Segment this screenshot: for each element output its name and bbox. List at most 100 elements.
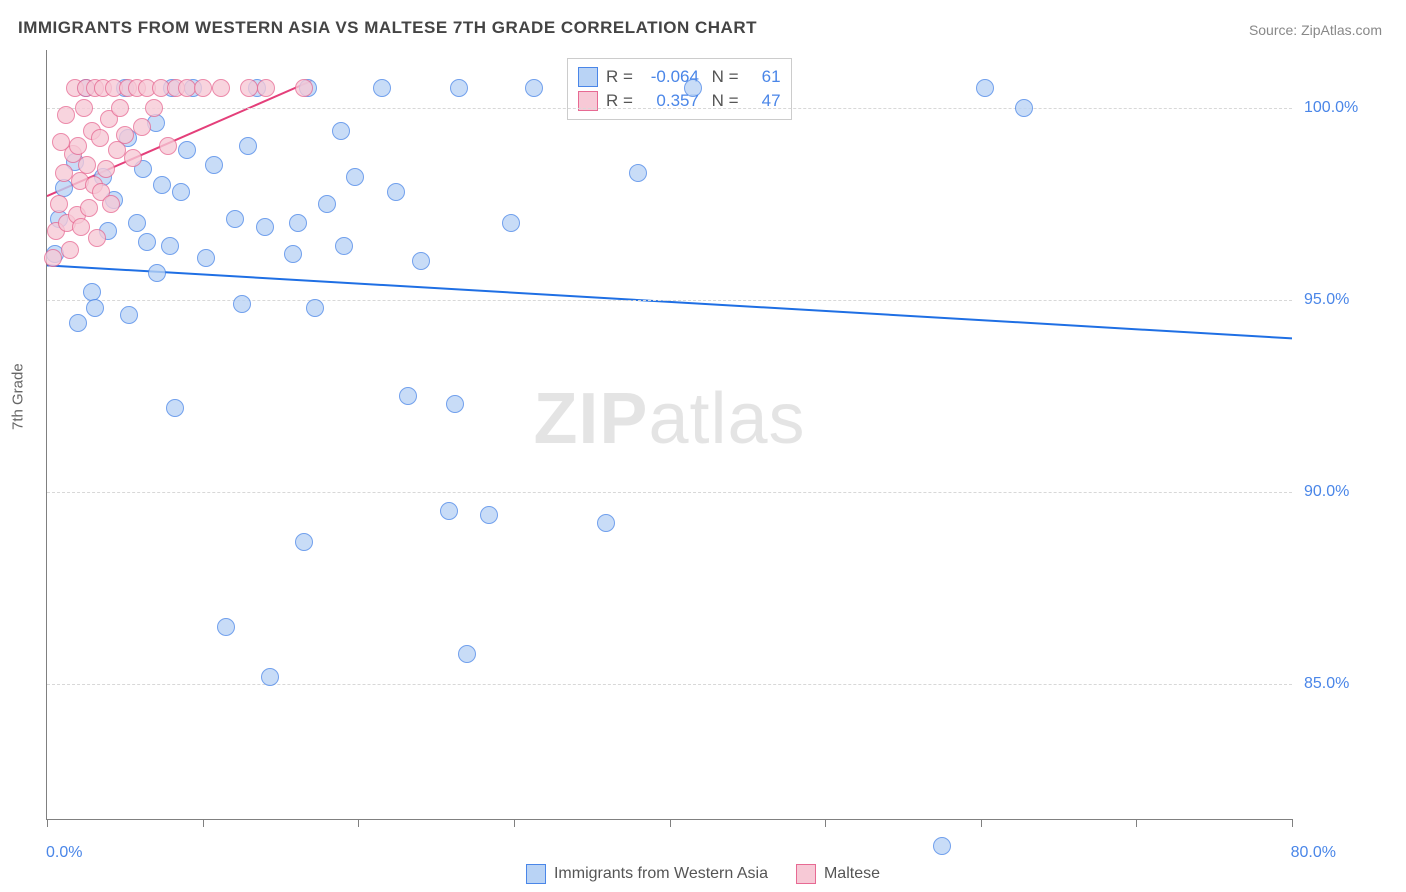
- data-point: [332, 122, 350, 140]
- data-point: [159, 137, 177, 155]
- data-point: [458, 645, 476, 663]
- data-point: [69, 314, 87, 332]
- stats-row: R =0.357 N =47: [578, 89, 781, 113]
- legend-swatch: [526, 864, 546, 884]
- data-point: [257, 79, 275, 97]
- data-point: [148, 264, 166, 282]
- y-tick-label: 90.0%: [1304, 483, 1384, 501]
- data-point: [412, 252, 430, 270]
- data-point: [91, 129, 109, 147]
- x-axis-max-label: 80.0%: [1291, 844, 1336, 862]
- legend-item: Maltese: [796, 864, 880, 884]
- data-point: [373, 79, 391, 97]
- n-value: 61: [747, 67, 781, 87]
- data-point: [239, 137, 257, 155]
- x-axis-min-label: 0.0%: [46, 844, 82, 862]
- data-point: [306, 299, 324, 317]
- data-point: [387, 183, 405, 201]
- data-point: [346, 168, 364, 186]
- data-point: [128, 214, 146, 232]
- data-point: [261, 668, 279, 686]
- data-point: [205, 156, 223, 174]
- n-label: N =: [707, 67, 739, 87]
- x-tick: [203, 819, 204, 827]
- legend-swatch: [796, 864, 816, 884]
- watermark: ZIPatlas: [533, 378, 805, 460]
- data-point: [295, 533, 313, 551]
- x-tick: [514, 819, 515, 827]
- data-point: [197, 249, 215, 267]
- y-tick-label: 95.0%: [1304, 291, 1384, 309]
- data-point: [97, 160, 115, 178]
- series-swatch: [578, 67, 598, 87]
- data-point: [933, 837, 951, 855]
- gridline: [47, 492, 1292, 493]
- x-tick: [981, 819, 982, 827]
- x-tick: [670, 819, 671, 827]
- gridline: [47, 684, 1292, 685]
- data-point: [480, 506, 498, 524]
- data-point: [212, 79, 230, 97]
- plot-area: ZIPatlas R =-0.064 N =61R =0.357 N =47 8…: [46, 50, 1292, 820]
- data-point: [138, 233, 156, 251]
- data-point: [153, 176, 171, 194]
- data-point: [597, 514, 615, 532]
- x-tick: [1292, 819, 1293, 827]
- data-point: [80, 199, 98, 217]
- data-point: [226, 210, 244, 228]
- data-point: [166, 399, 184, 417]
- data-point: [502, 214, 520, 232]
- watermark-part1: ZIP: [533, 379, 648, 459]
- x-tick: [825, 819, 826, 827]
- y-tick-label: 100.0%: [1304, 99, 1384, 117]
- r-label: R =: [606, 67, 633, 87]
- data-point: [976, 79, 994, 97]
- data-point: [133, 118, 151, 136]
- data-point: [75, 99, 93, 117]
- data-point: [446, 395, 464, 413]
- data-point: [57, 106, 75, 124]
- data-point: [69, 137, 87, 155]
- data-point: [172, 183, 190, 201]
- data-point: [217, 618, 235, 636]
- legend-label: Immigrants from Western Asia: [554, 865, 768, 883]
- data-point: [178, 141, 196, 159]
- data-point: [120, 306, 138, 324]
- stats-row: R =-0.064 N =61: [578, 65, 781, 89]
- x-tick: [358, 819, 359, 827]
- data-point: [161, 237, 179, 255]
- data-point: [684, 79, 702, 97]
- data-point: [78, 156, 96, 174]
- data-point: [111, 99, 129, 117]
- data-point: [399, 387, 417, 405]
- data-point: [102, 195, 120, 213]
- data-point: [44, 249, 62, 267]
- source-attribution: Source: ZipAtlas.com: [1249, 22, 1382, 38]
- gridline: [47, 108, 1292, 109]
- data-point: [256, 218, 274, 236]
- legend-label: Maltese: [824, 865, 880, 883]
- trend-lines-layer: [47, 50, 1292, 819]
- data-point: [335, 237, 353, 255]
- data-point: [440, 502, 458, 520]
- watermark-part2: atlas: [648, 379, 805, 459]
- x-tick: [47, 819, 48, 827]
- data-point: [289, 214, 307, 232]
- data-point: [145, 99, 163, 117]
- legend: Immigrants from Western Asia Maltese: [0, 864, 1406, 884]
- data-point: [450, 79, 468, 97]
- data-point: [525, 79, 543, 97]
- y-axis-title: 7th Grade: [10, 363, 27, 430]
- data-point: [116, 126, 134, 144]
- data-point: [318, 195, 336, 213]
- data-point: [240, 79, 258, 97]
- data-point: [86, 299, 104, 317]
- data-point: [50, 195, 68, 213]
- correlation-stats-box: R =-0.064 N =61R =0.357 N =47: [567, 58, 792, 120]
- y-tick-label: 85.0%: [1304, 675, 1384, 693]
- x-tick: [1136, 819, 1137, 827]
- data-point: [284, 245, 302, 263]
- data-point: [295, 79, 313, 97]
- data-point: [72, 218, 90, 236]
- data-point: [1015, 99, 1033, 117]
